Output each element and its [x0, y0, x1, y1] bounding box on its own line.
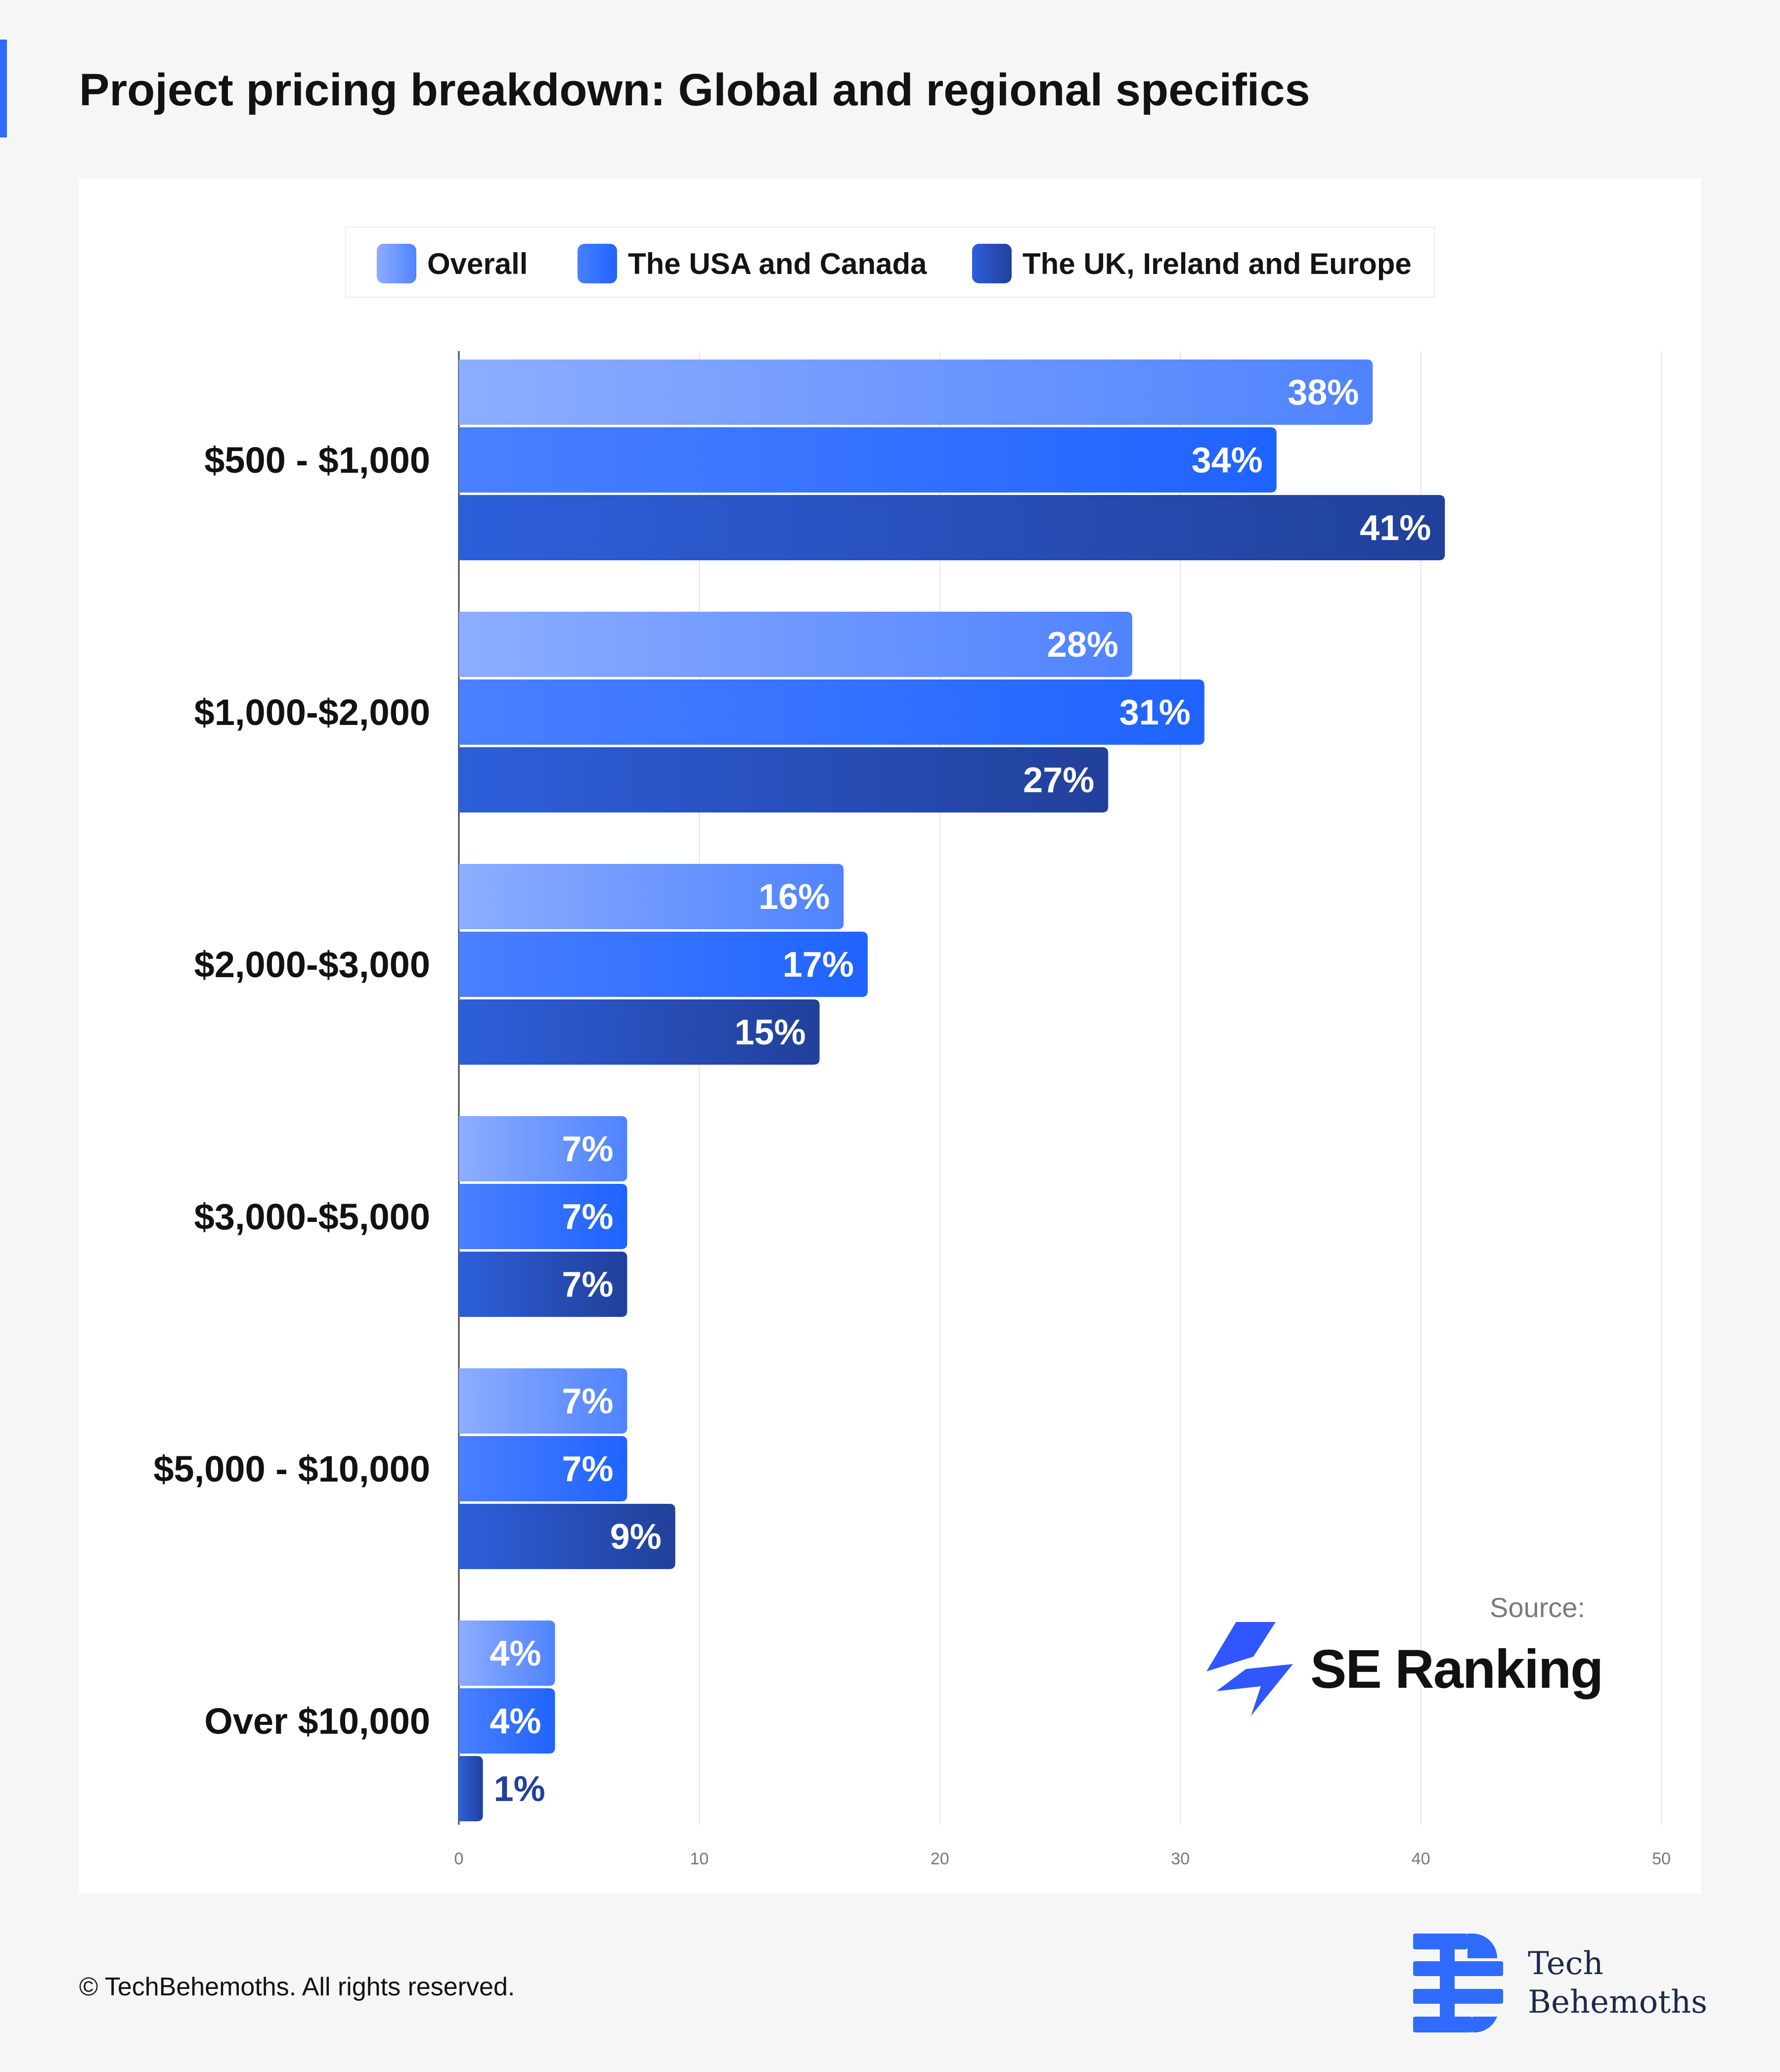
bar-over-10-000-the-usa-and-canada: [459, 1688, 555, 1754]
bar-2-000-3-000-the-usa-and-canada: [459, 932, 868, 997]
bar-3-000-5-000-the-uk-ireland-and-europe: [459, 1252, 627, 1317]
bar-2-000-3-000-the-uk-ireland-and-europe: [459, 999, 820, 1065]
data-label-1-000-2-000-the-usa-and-canada: 31%: [1119, 693, 1191, 732]
data-label-2-000-3-000-the-usa-and-canada: 17%: [783, 945, 854, 985]
data-label-500-1-000-the-uk-ireland-and-europe: 41%: [1360, 508, 1431, 548]
data-label-over-10-000-the-usa-and-canada: 4%: [490, 1702, 541, 1741]
x-axis-ticks: 0 10 20 30 40 50: [454, 1849, 1671, 1868]
category-label-1-000-2-000: $1,000-$2,000: [194, 692, 430, 733]
legend-item-overall: Overall: [377, 244, 528, 283]
bars: 38% 34% 41% 28%31% 27% 16% 17% 15% 7% 7% 7% 7% 7% 9% 4…: [459, 360, 1445, 1821]
data-label-5-000-10-000-overall: 7%: [562, 1382, 613, 1421]
bar-1-000-2-000-overall: [459, 612, 1132, 677]
data-label-3-000-5-000-the-usa-and-canada: 7%: [562, 1197, 613, 1237]
brand-name-line1: Tech: [1528, 1945, 1603, 1982]
data-label-1-000-2-000-the-uk-ireland-and-europe: 27%: [1023, 761, 1094, 800]
x-tick-label: 20: [931, 1849, 949, 1868]
data-label-3-000-5-000-the-uk-ireland-and-europe: 7%: [562, 1265, 613, 1305]
data-label-over-10-000-overall: 4%: [490, 1634, 541, 1673]
category-label-over-10-000: Over $10,000: [204, 1701, 430, 1742]
data-label-5-000-10-000-the-uk-ireland-and-europe: 9%: [610, 1517, 662, 1557]
x-tick-label: 10: [690, 1849, 709, 1868]
x-tick-label: 50: [1652, 1849, 1671, 1868]
legend-swatch-usa-canada: [578, 244, 617, 283]
se-ranking-bolt-icon: [1206, 1622, 1293, 1716]
bar-over-10-000-overall: [459, 1621, 555, 1686]
x-tick-label: 0: [454, 1849, 464, 1868]
copyright: © TechBehemoths. All rights reserved.: [79, 1973, 515, 2001]
source-label: Source:: [1490, 1592, 1585, 1623]
bar-over-10-000-the-uk-ireland-and-europe: [459, 1756, 483, 1821]
data-label-500-1-000-the-usa-and-canada: 34%: [1192, 441, 1263, 480]
data-label-2-000-3-000-the-uk-ireland-and-europe: 15%: [734, 1013, 805, 1052]
data-label-2-000-3-000-overall: 16%: [758, 877, 830, 917]
source-name: SE Ranking: [1310, 1638, 1603, 1700]
brand-name-line2: Behemoths: [1528, 1984, 1707, 2021]
legend-label-usa-canada: The USA and Canada: [628, 247, 927, 280]
category-labels: $500 - $1,000 $1,000-$2,000 $2,000-$3,000 $…: [153, 440, 430, 1742]
category-label-2-000-3-000: $2,000-$3,000: [194, 944, 430, 985]
page-title: Project pricing breakdown: Global and re…: [79, 65, 1310, 115]
data-label-5-000-10-000-the-usa-and-canada: 7%: [562, 1449, 613, 1489]
bar-5-000-10-000-overall: [459, 1368, 627, 1434]
legend: Overall The USA and Canada The UK, Irela…: [345, 226, 1435, 298]
brand-logo: Tech Behemoths: [1413, 1934, 1707, 2032]
legend-item-uk-europe: The UK, Ireland and Europe: [972, 244, 1412, 283]
bar-5-000-10-000-the-usa-and-canada: [459, 1436, 627, 1501]
bar-2-000-3-000-overall: [459, 864, 844, 929]
brand-name: Tech Behemoths: [1528, 1944, 1707, 2022]
bar-5-000-10-000-the-uk-ireland-and-europe: [459, 1504, 675, 1569]
gridlines: [458, 351, 1662, 1825]
bar-3-000-5-000-the-usa-and-canada: [459, 1184, 627, 1249]
bar-500-1-000-the-usa-and-canada: [459, 427, 1277, 493]
data-label-3-000-5-000-overall: 7%: [562, 1129, 613, 1169]
bar-500-1-000-overall: [459, 360, 1373, 425]
category-label-5-000-10-000: $5,000 - $10,000: [153, 1448, 430, 1489]
legend-swatch-uk-europe: [972, 244, 1012, 283]
techbehemoths-tb-icon: [1413, 1934, 1503, 2032]
bar-500-1-000-the-uk-ireland-and-europe: [459, 495, 1445, 560]
category-label-3-000-5-000: $3,000-$5,000: [194, 1196, 430, 1237]
x-tick-label: 30: [1171, 1849, 1190, 1868]
x-tick-label: 40: [1412, 1849, 1430, 1868]
data-label-500-1-000-overall: 38%: [1288, 373, 1359, 412]
legend-label-uk-europe: The UK, Ireland and Europe: [1023, 247, 1412, 280]
legend-label-overall: Overall: [427, 247, 528, 280]
legend-item-usa-canada: The USA and Canada: [578, 244, 927, 283]
bar-3-000-5-000-overall: [459, 1116, 627, 1181]
category-label-500-1-000: $500 - $1,000: [204, 440, 430, 481]
data-label-over-10-000-the-uk-ireland-and-europe: 1%: [494, 1769, 545, 1809]
legend-swatch-overall: [377, 244, 416, 283]
title-accent-bar: [0, 40, 7, 137]
bar-1-000-2-000-the-uk-ireland-and-europe: [459, 747, 1109, 812]
source-logo: SE Ranking: [1206, 1622, 1603, 1716]
data-label-1-000-2-000-overall: 28%: [1047, 625, 1118, 665]
bar-1-000-2-000-the-usa-and-canada: [459, 679, 1204, 745]
